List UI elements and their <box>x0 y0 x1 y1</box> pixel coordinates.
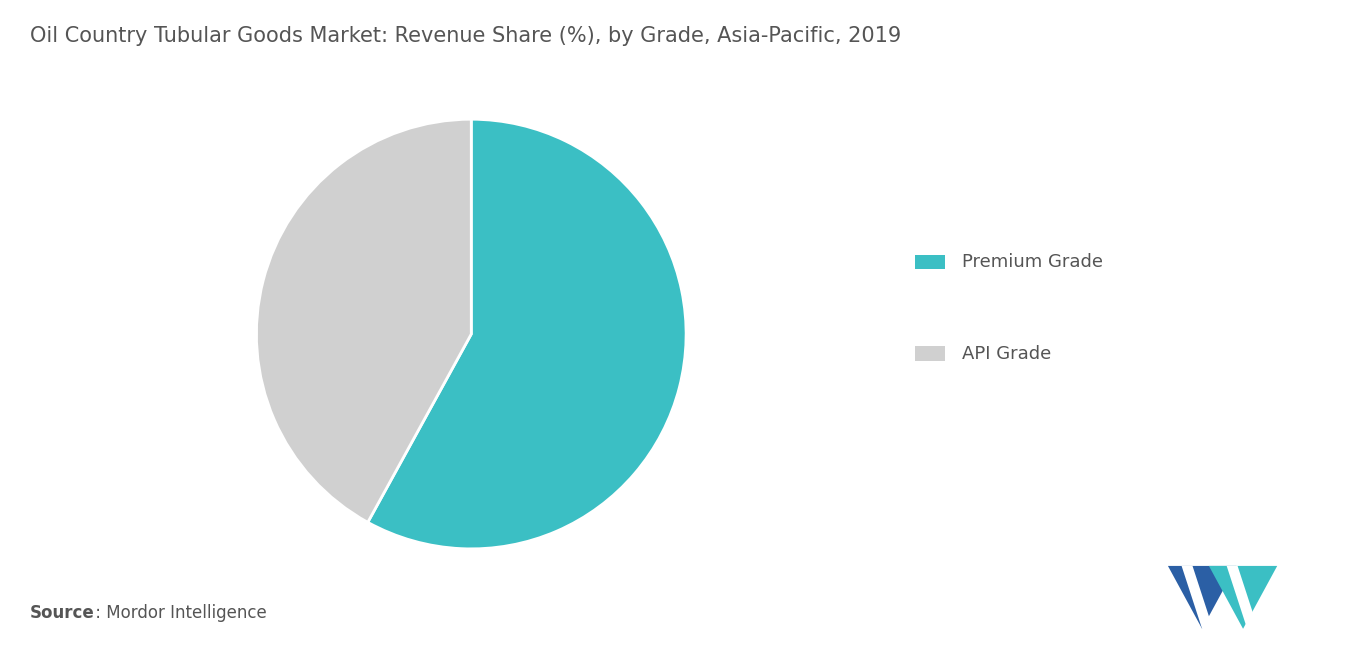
Text: API Grade: API Grade <box>962 345 1050 363</box>
Wedge shape <box>257 119 471 522</box>
Text: Oil Country Tubular Goods Market: Revenue Share (%), by Grade, Asia-Pacific, 201: Oil Country Tubular Goods Market: Revenu… <box>30 26 902 47</box>
Text: : Mordor Intelligence: : Mordor Intelligence <box>90 605 266 622</box>
Polygon shape <box>1168 566 1236 629</box>
Text: Premium Grade: Premium Grade <box>962 253 1102 271</box>
Polygon shape <box>1182 566 1213 629</box>
Text: Source: Source <box>30 605 94 622</box>
Wedge shape <box>367 119 686 549</box>
Polygon shape <box>1227 566 1258 629</box>
Polygon shape <box>1209 566 1277 629</box>
